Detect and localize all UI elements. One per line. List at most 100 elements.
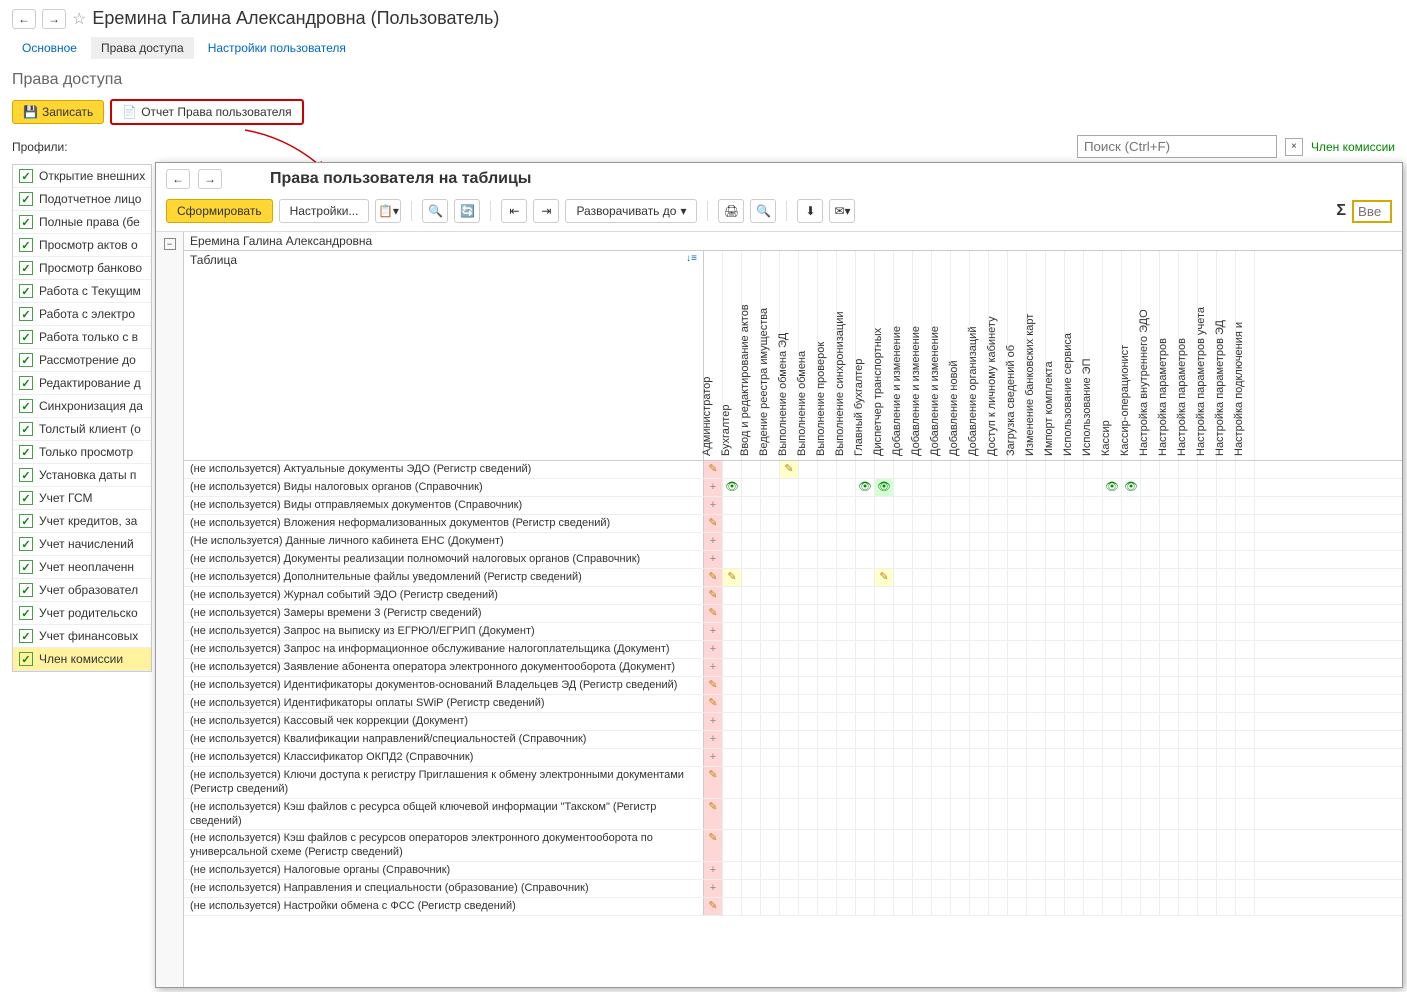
cell [723,623,742,640]
cell [951,880,970,897]
profile-item[interactable]: ✓Толстый клиент (о [13,418,151,441]
tab-settings[interactable]: Настройки пользователя [198,37,356,59]
sigma-icon[interactable]: Σ [1336,202,1346,220]
tab-access[interactable]: Права доступа [91,37,194,59]
cell [818,623,837,640]
checkbox-icon[interactable]: ✓ [19,169,33,183]
save-button[interactable]: 💾 Записать [12,100,104,124]
profile-item[interactable]: ✓Учет неоплаченн [13,556,151,579]
email-icon[interactable]: ✉▾ [829,199,855,223]
member-link[interactable]: Член комиссии [1311,140,1395,154]
profile-item[interactable]: ✓Учет начислений [13,533,151,556]
popup-back-button[interactable]: ← [166,169,190,189]
generate-button[interactable]: Сформировать [166,199,273,223]
checkbox-icon[interactable]: ✓ [19,399,33,413]
cell [780,533,799,550]
print-icon[interactable]: 🖨 [718,199,744,223]
checkbox-icon[interactable]: ✓ [19,560,33,574]
checkbox-icon[interactable]: ✓ [19,422,33,436]
cell [856,551,875,568]
popup-forward-button[interactable]: → [198,169,222,189]
profile-item[interactable]: ✓ Просмотр актов о [13,234,151,257]
preview-icon[interactable]: 🔍 [750,199,776,223]
profile-item[interactable]: ✓ Учет родительско [13,602,151,625]
cell [742,880,761,897]
checkbox-icon[interactable]: ✓ [19,353,33,367]
profile-item[interactable]: ✓Учет финансовых [13,625,151,648]
row-label: (не используется) Кассовый чек коррекции… [184,713,704,730]
profile-label: Учет родительско [39,606,138,620]
cell [970,898,989,915]
checkbox-icon[interactable]: ✓ [19,629,33,643]
profile-item[interactable]: ✓ Работа с Текущим [13,280,151,303]
cell [1179,830,1198,861]
tree-toggle[interactable]: − [164,238,176,250]
profile-item[interactable]: ✓Работа с электро [13,303,151,326]
checkbox-icon[interactable]: ✓ [19,261,33,275]
tab-main[interactable]: Основное [12,37,87,59]
profile-label: Просмотр актов о [39,238,138,252]
checkbox-icon[interactable]: ✓ [19,652,33,666]
search-input[interactable] [1077,135,1277,158]
profile-item[interactable]: ✓Учет ГСМ [13,487,151,510]
checkbox-icon[interactable]: ✓ [19,284,33,298]
cell [837,799,856,830]
profile-item[interactable]: ✓Только просмотр [13,441,151,464]
profile-label: Работа только с в [39,330,138,344]
profile-item[interactable]: ✓ Работа только с в [13,326,151,349]
checkbox-icon[interactable]: ✓ [19,468,33,482]
checkbox-icon[interactable]: ✓ [19,583,33,597]
popup-search-input[interactable] [1352,200,1392,223]
search-icon[interactable]: 🔍 [422,199,448,223]
star-icon[interactable]: ☆ [72,9,86,29]
expand-icon[interactable]: ⇥ [533,199,559,223]
cell [1236,587,1255,604]
checkbox-icon[interactable]: ✓ [19,376,33,390]
cell [913,569,932,586]
clear-search-button[interactable]: × [1285,138,1303,156]
cell [856,497,875,514]
table-label-header[interactable]: Таблица ↓≡ [184,251,704,460]
checkbox-icon[interactable]: ✓ [19,238,33,252]
cell [1179,731,1198,748]
checkbox-icon[interactable]: ✓ [19,192,33,206]
cell [837,731,856,748]
profile-item[interactable]: ✓Член комиссии [13,648,151,671]
forward-button[interactable]: → [42,9,66,29]
expand-to-button[interactable]: Разворачивать до ▾ [565,199,697,223]
profile-item[interactable]: ✓Учет образовател [13,579,151,602]
settings-button[interactable]: Настройки... [279,199,370,223]
profile-item[interactable]: ✓Просмотр банково [13,257,151,280]
checkbox-icon[interactable]: ✓ [19,445,33,459]
checkbox-icon[interactable]: ✓ [19,491,33,505]
profile-item[interactable]: ✓Учет кредитов, за [13,510,151,533]
cell [1084,695,1103,712]
checkbox-icon[interactable]: ✓ [19,514,33,528]
refresh-icon[interactable]: 🔄 [454,199,480,223]
profile-item[interactable]: ✓Подотчетное лицо [13,188,151,211]
checkbox-icon[interactable]: ✓ [19,307,33,321]
cell [1027,461,1046,478]
checkbox-icon[interactable]: ✓ [19,537,33,551]
checkbox-icon[interactable]: ✓ [19,606,33,620]
profile-item[interactable]: ✓Полные права (бе [13,211,151,234]
profile-item[interactable]: ✓ Установка даты п [13,464,151,487]
back-button[interactable]: ← [12,9,36,29]
profile-item[interactable]: ✓Синхронизация да [13,395,151,418]
paste-icon[interactable]: 📋▾ [375,199,401,223]
sort-icon[interactable]: ↓≡ [686,253,697,264]
profile-item[interactable]: ✓Открытие внешних [13,165,151,188]
checkbox-icon[interactable]: ✓ [19,330,33,344]
cell [894,587,913,604]
report-button[interactable]: 📄 Отчет Права пользователя [110,99,303,125]
collapse-icon[interactable]: ⇤ [501,199,527,223]
cell [1046,731,1065,748]
profile-item[interactable]: ✓Редактирование д [13,372,151,395]
profile-label: Установка даты п [39,468,136,482]
checkbox-icon[interactable]: ✓ [19,215,33,229]
download-icon[interactable]: ⬇ [797,199,823,223]
profile-label: Работа с Текущим [39,284,141,298]
cell [989,731,1008,748]
cell [1236,677,1255,694]
profile-item[interactable]: ✓Рассмотрение до [13,349,151,372]
